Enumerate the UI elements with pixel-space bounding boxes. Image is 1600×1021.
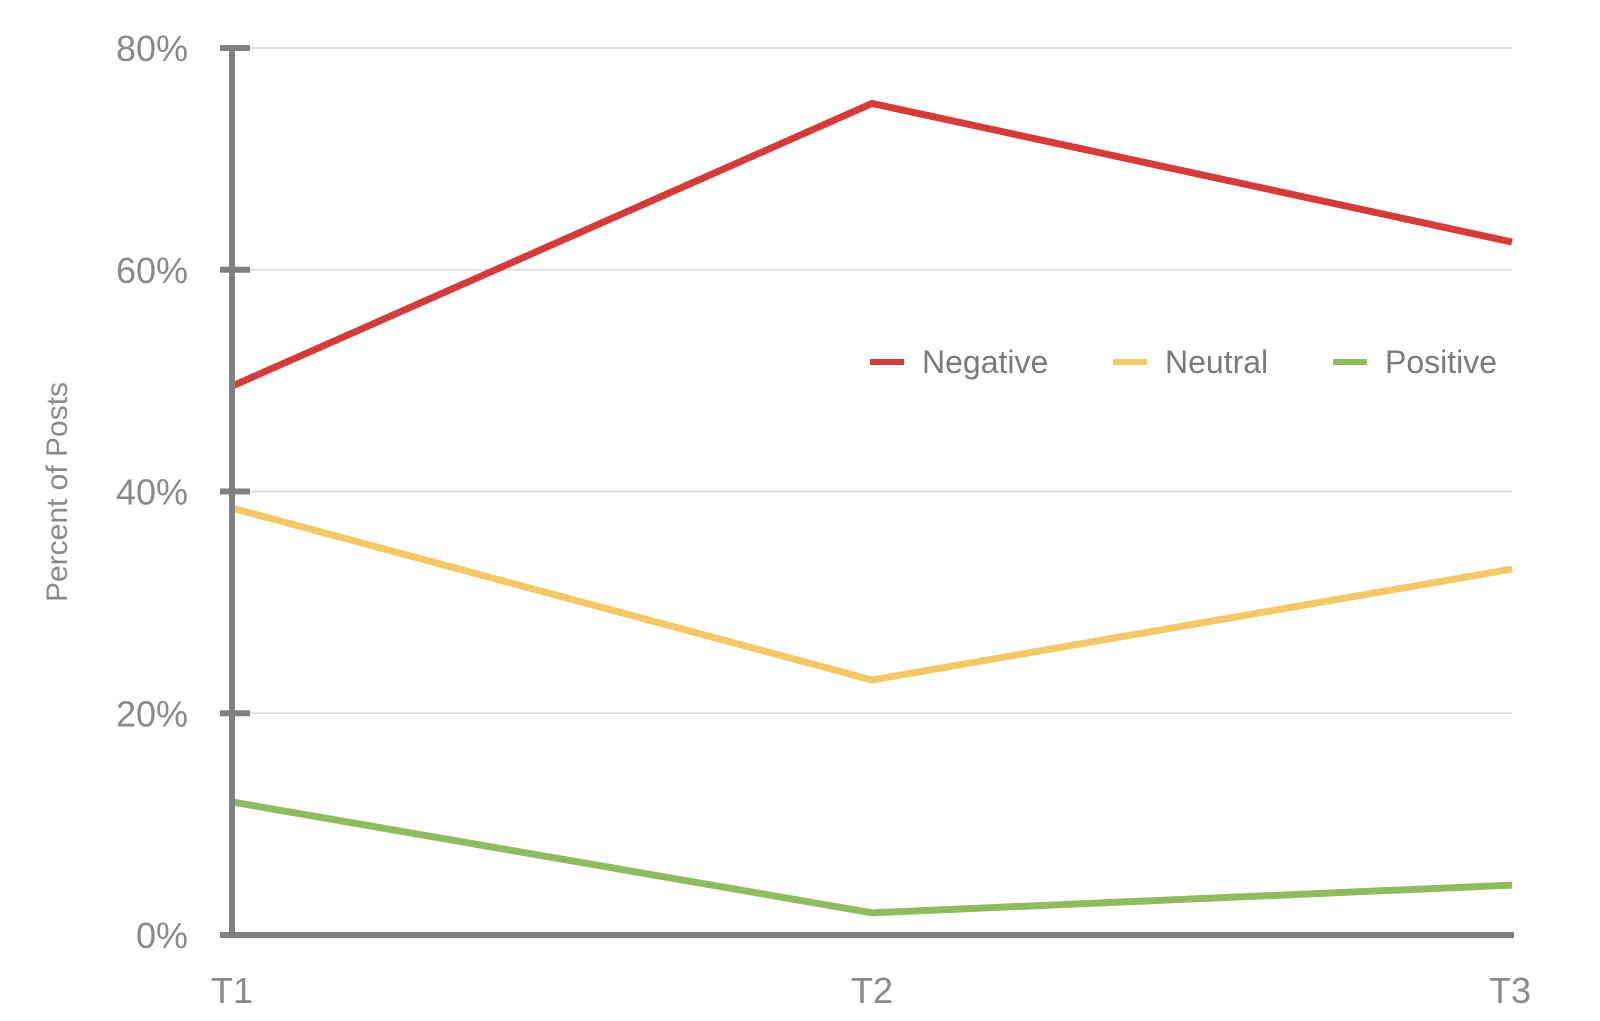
series-lines: [230, 99, 1513, 917]
x-tick-label: T2: [851, 970, 893, 1011]
series-line-positive: [231, 798, 1513, 917]
legend-label-negative: Negative: [922, 344, 1048, 380]
axes: [220, 45, 1514, 938]
y-tick-label: 40%: [116, 472, 188, 513]
gridlines: [232, 47, 1512, 714]
x-tick-labels: T1 T2 T3: [211, 970, 1531, 1011]
series-line-negative: [230, 99, 1513, 390]
legend-label-neutral: Neutral: [1165, 344, 1268, 380]
series-line-neutral: [231, 504, 1513, 684]
y-axis-title: Percent of Posts: [41, 382, 74, 602]
y-tick-label: 60%: [116, 250, 188, 291]
x-tick-label: T1: [211, 970, 253, 1011]
y-tick-label: 20%: [116, 693, 188, 734]
legend-label-positive: Positive: [1385, 344, 1497, 380]
y-tick-label: 80%: [116, 28, 188, 69]
y-tick-labels: 0% 20% 40% 60% 80%: [116, 28, 188, 956]
legend: Negative Neutral Positive: [870, 344, 1497, 380]
y-tick-label: 0%: [136, 915, 188, 956]
x-tick-label: T3: [1489, 970, 1531, 1011]
